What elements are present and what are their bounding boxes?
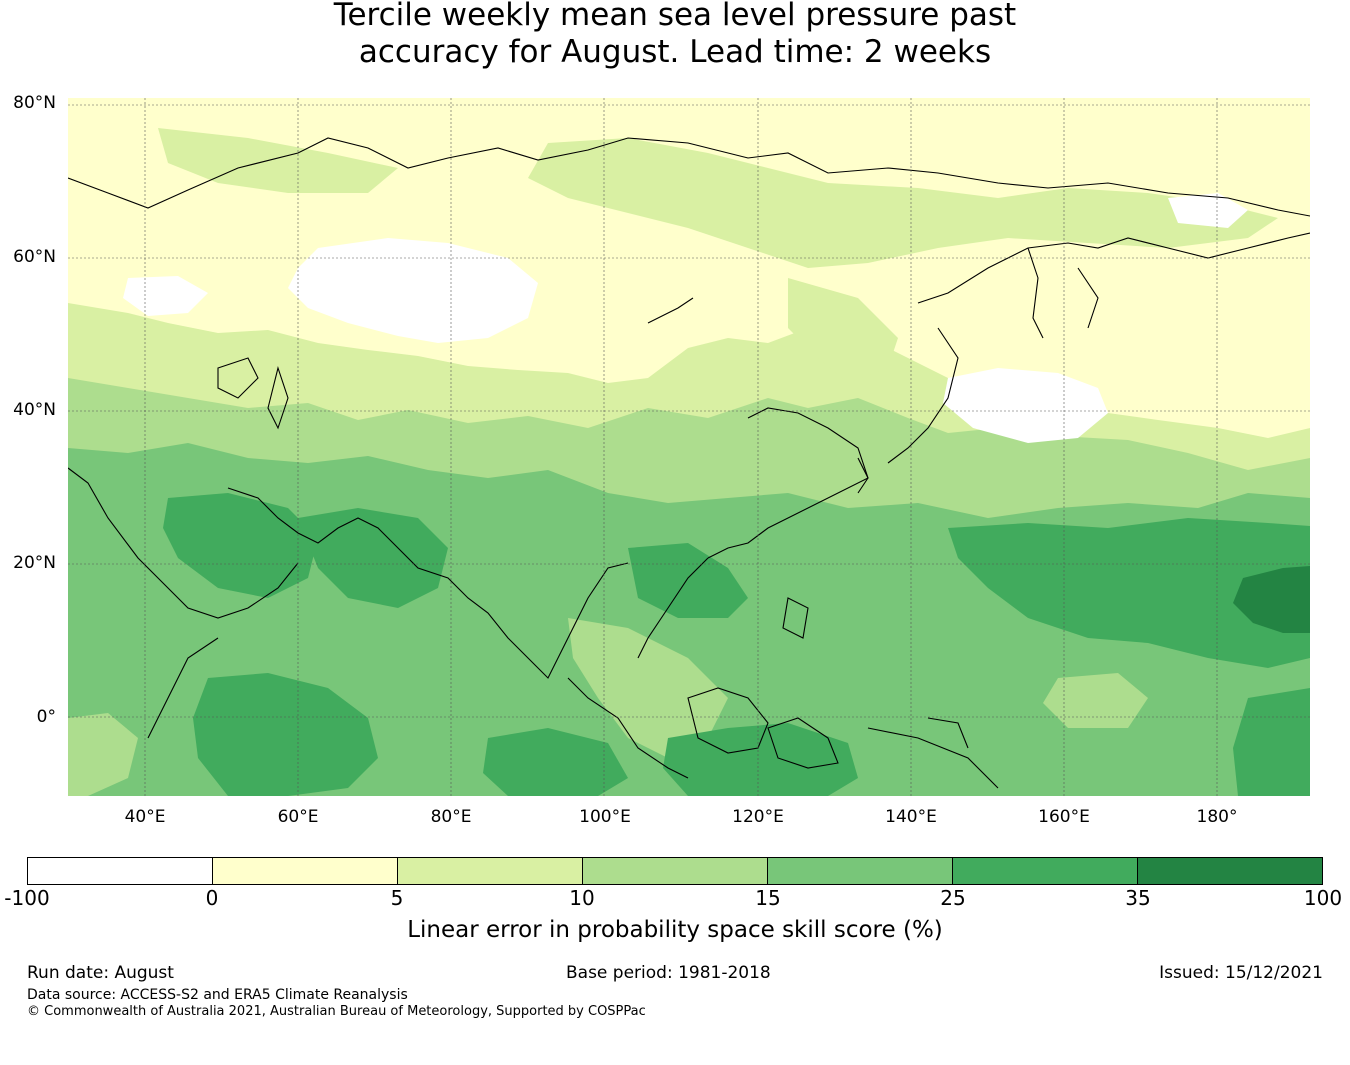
lon-tick-160e: 160°E — [1038, 807, 1090, 827]
lat-tick-60n: 60°N — [13, 247, 56, 267]
colorbar — [27, 857, 1323, 885]
colorbar-label: Linear error in probability space skill … — [407, 917, 943, 943]
colorbar-swatch-0 — [28, 858, 213, 884]
colorbar-swatch-4 — [768, 858, 953, 884]
title-line-2: accuracy for August. Lead time: 2 weeks — [358, 34, 992, 70]
colorbar-swatch-6 — [1138, 858, 1322, 884]
skill-region-10-15 — [68, 713, 138, 796]
coastlines — [68, 137, 1310, 789]
skill-region-10-15 — [568, 618, 728, 758]
colorbar-tick: 5 — [390, 886, 404, 910]
skill-region-negative — [943, 368, 1108, 443]
lon-tick-140e: 140°E — [885, 807, 937, 827]
colorbar-swatch-2 — [398, 858, 583, 884]
colorbar-tick: 10 — [569, 886, 595, 910]
skill-region-negative — [123, 276, 208, 316]
skill-region-negative — [1168, 193, 1248, 228]
skill-region-25-35 — [193, 673, 378, 796]
lat-tick-80n: 80°N — [13, 93, 56, 113]
skill-region-25-35 — [663, 723, 858, 796]
skill-region-25-35 — [948, 518, 1310, 668]
colorbar-swatch-5 — [953, 858, 1138, 884]
colorbar-tick: 100 — [1303, 886, 1343, 910]
colorbar-tick: 15 — [755, 886, 781, 910]
lon-tick-80e: 80°E — [430, 807, 472, 827]
base-period: Base period: 1981-2018 — [566, 963, 771, 983]
map-canvas — [68, 98, 1310, 796]
skill-region-25-35 — [628, 543, 748, 618]
lon-tick-180: 180° — [1196, 807, 1238, 827]
lon-tick-120e: 120°E — [732, 807, 784, 827]
skill-region-25-35 — [483, 728, 628, 796]
colorbar-tick: 25 — [940, 886, 966, 910]
data-source: Data source: ACCESS-S2 and ERA5 Climate … — [27, 987, 408, 1003]
issued-date: Issued: 15/12/2021 — [1159, 963, 1323, 983]
title-line-1: Tercile weekly mean sea level pressure p… — [333, 0, 1017, 33]
skill-region-10-15 — [1043, 673, 1148, 728]
run-date: Run date: August — [27, 963, 174, 983]
colorbar-swatch-3 — [583, 858, 768, 884]
colorbar-tick: 35 — [1125, 886, 1151, 910]
skill-region-5-10 — [528, 138, 1278, 268]
graticule — [68, 98, 1310, 796]
lat-tick-20n: 20°N — [13, 553, 56, 573]
colorbar-swatch-1 — [213, 858, 398, 884]
skill-region-35-100 — [1233, 566, 1310, 633]
skill-region-negative — [288, 238, 538, 343]
lon-tick-40e: 40°E — [124, 807, 166, 827]
lon-tick-60e: 60°E — [277, 807, 319, 827]
skill-region-25-35 — [1233, 688, 1310, 796]
skill-score-map — [68, 98, 1310, 796]
lon-tick-100e: 100°E — [579, 807, 631, 827]
skill-region-5-10 — [788, 278, 898, 383]
colorbar-tick: -100 — [4, 886, 50, 910]
colorbar-tick: 0 — [205, 886, 219, 910]
skill-region-25-35 — [298, 508, 448, 608]
copyright: © Commonwealth of Australia 2021, Austra… — [27, 1004, 646, 1019]
lat-tick-0: 0° — [36, 707, 56, 727]
lat-tick-40n: 40°N — [13, 400, 56, 420]
